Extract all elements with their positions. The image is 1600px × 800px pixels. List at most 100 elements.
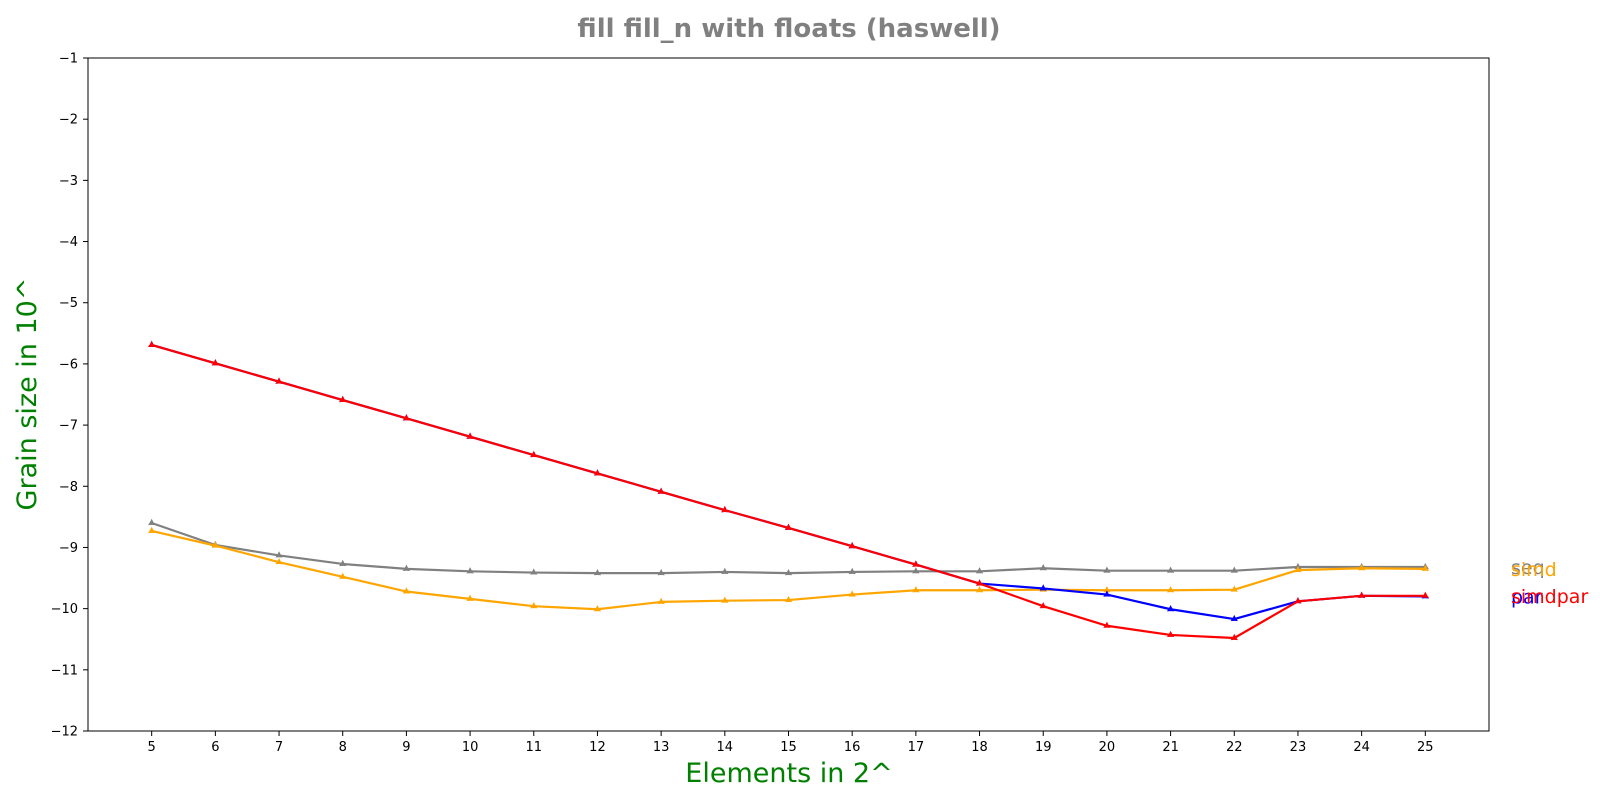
data-point-seq [848, 567, 856, 575]
data-point-seq [466, 567, 474, 574]
plot-area [87, 57, 1490, 732]
data-point-simd [848, 590, 856, 597]
y-tick-label: −7 [59, 419, 78, 434]
data-point-seq [657, 568, 665, 576]
data-point-seq [1166, 566, 1175, 573]
data-point-simdpar [1166, 630, 1175, 638]
series-line-simdpar [151, 343, 1426, 640]
data-point-seq [784, 568, 793, 576]
x-tick-label: 16 [844, 740, 861, 755]
data-point-simd [148, 526, 156, 534]
data-point-simd [975, 586, 984, 593]
data-point-simd [530, 601, 538, 609]
x-tick-label: 5 [148, 740, 156, 755]
x-tick-label: 8 [339, 740, 347, 755]
data-point-simd [721, 596, 729, 603]
y-axis-title: Grain size in 10^ [12, 278, 43, 511]
data-point-simdpar [975, 579, 984, 586]
x-tick-label: 13 [653, 740, 670, 755]
data-point-simd [339, 572, 347, 579]
x-tick-label: 25 [1417, 740, 1434, 755]
data-point-simd [1230, 585, 1238, 592]
series-seq [148, 518, 1429, 576]
data-point-simdpar [1421, 591, 1429, 598]
x-tick-label: 22 [1226, 740, 1243, 755]
data-point-simd [1421, 564, 1429, 571]
x-tick-label: 15 [780, 740, 797, 755]
x-tick-label: 10 [462, 740, 479, 755]
data-point-seq [721, 567, 729, 575]
x-tick-label: 9 [402, 740, 410, 755]
x-tick-label: 17 [908, 740, 925, 755]
data-point-simd [784, 595, 793, 603]
data-point-simdpar [1103, 621, 1111, 628]
data-point-simdpar [657, 487, 665, 494]
data-point-simd [1294, 565, 1302, 573]
data-point-simdpar [721, 505, 729, 513]
x-tick-label: 6 [211, 740, 219, 755]
chart-title: fill fill_n with floats (haswell) [577, 14, 1000, 44]
data-point-simdpar [1230, 633, 1238, 641]
y-tick-label: −6 [59, 357, 78, 372]
data-point-seq [530, 568, 538, 575]
legend-label-seq: seq [1511, 557, 1545, 579]
data-point-simdpar [275, 377, 283, 384]
data-point-simdpar [402, 414, 411, 421]
series-simdpar [148, 340, 1429, 641]
data-point-simd [657, 597, 665, 605]
legend-label-simdpar: simdpar [1511, 586, 1588, 608]
data-point-simd [402, 587, 411, 594]
data-point-simd [1103, 586, 1111, 593]
x-tick-label: 21 [1162, 740, 1179, 755]
x-tick-label: 18 [971, 740, 988, 755]
data-point-seq [593, 568, 602, 576]
y-tick-label: −5 [59, 296, 78, 311]
data-point-simd [466, 594, 474, 601]
y-tick-label: −12 [51, 725, 78, 740]
data-point-par [1230, 614, 1238, 622]
series-layer [148, 340, 1429, 641]
data-point-simdpar [466, 432, 474, 439]
series-par [148, 340, 1429, 622]
data-point-par [1166, 605, 1175, 612]
y-tick-label: −1 [59, 52, 78, 67]
data-point-simdpar [211, 359, 219, 366]
y-tick-label: −10 [51, 602, 78, 617]
data-point-simd [593, 605, 602, 612]
x-tick-label: 23 [1290, 740, 1307, 755]
data-point-simdpar [1294, 597, 1302, 604]
y-tick-label: −2 [59, 113, 78, 128]
y-tick-label: −11 [51, 663, 78, 678]
data-point-simdpar [1039, 601, 1047, 609]
data-point-simdpar [339, 395, 347, 403]
legend-label-simd: simd [1511, 559, 1557, 581]
x-tick-label: 19 [1035, 740, 1052, 755]
y-axis: −1 −2 −3 −4 −5 −6 −7 −8 −9 −10 −11 −12 [51, 52, 88, 740]
data-point-seq [339, 559, 347, 567]
x-tick-label: 11 [525, 740, 542, 755]
data-point-simdpar [912, 560, 920, 567]
data-point-simdpar [530, 450, 538, 458]
y-tick-label: −3 [59, 174, 78, 189]
data-point-simd [211, 541, 219, 548]
x-tick-label: 14 [717, 740, 734, 755]
data-point-seq [975, 567, 984, 574]
data-point-seq [148, 518, 156, 526]
legend-label-par: par [1511, 586, 1543, 608]
data-point-simdpar [784, 523, 793, 530]
data-point-par [1039, 584, 1047, 591]
data-point-simd [912, 586, 920, 593]
data-point-seq [275, 551, 283, 558]
data-point-par [1103, 590, 1111, 597]
x-axis: 5 6 7 8 9 10 11 12 13 14 15 16 17 18 19 20 21 22 23 24 25 [148, 731, 1434, 755]
data-point-simdpar [593, 469, 602, 476]
x-tick-label: 20 [1099, 740, 1116, 755]
data-point-simd [1358, 564, 1366, 571]
y-tick-label: −9 [59, 541, 78, 556]
data-point-seq [1039, 564, 1047, 571]
y-tick-label: −4 [59, 235, 78, 250]
data-point-simdpar [1358, 591, 1366, 598]
data-point-simdpar [848, 542, 856, 549]
x-tick-label: 7 [275, 740, 283, 755]
